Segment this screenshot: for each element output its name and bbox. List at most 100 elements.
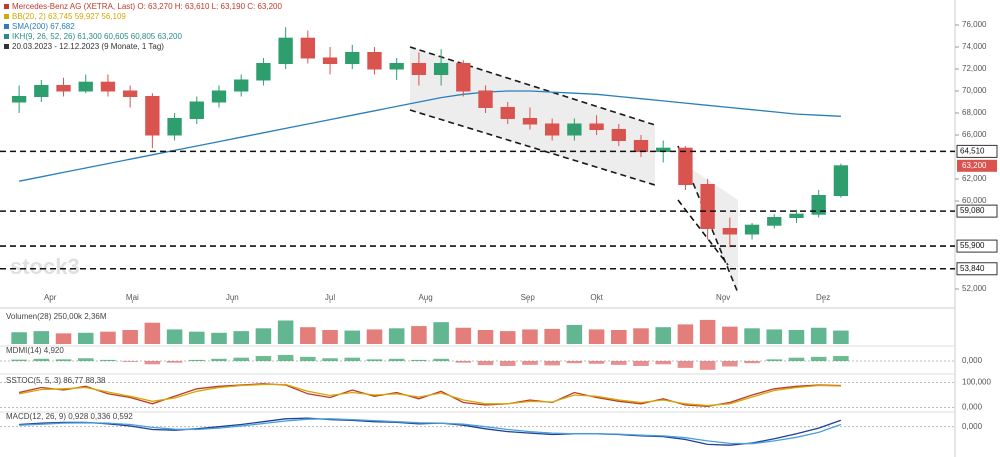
candle-body (611, 128, 626, 141)
bar (55, 359, 72, 361)
y-tick-label: 52,000 (962, 284, 987, 293)
bar (277, 320, 294, 344)
candle-body (767, 216, 782, 226)
bar (766, 329, 783, 344)
candle-body (322, 57, 338, 64)
bar (388, 328, 405, 344)
bar (633, 328, 649, 344)
bar (788, 357, 805, 361)
candle-body (433, 62, 449, 75)
bar (388, 358, 405, 361)
legend-swatch (4, 34, 9, 39)
bar (433, 358, 449, 361)
bar (566, 324, 583, 344)
candle-body (167, 117, 182, 136)
trend-line (677, 145, 739, 294)
legend-entry: Mercedes-Benz AG (XETRA, Last) O: 63,270… (12, 2, 282, 11)
bar (166, 329, 183, 344)
trend-line (409, 46, 656, 126)
candle-body (833, 165, 849, 196)
bar (211, 332, 227, 344)
channel-shade (410, 47, 655, 185)
series-line (18, 383, 841, 407)
bar (588, 361, 605, 364)
legend-entry: SMA(200) 67,682 (12, 22, 75, 31)
candle-body (700, 183, 715, 229)
candle-body (211, 90, 227, 103)
candle-body (122, 90, 138, 97)
bar (833, 356, 849, 361)
y-tick-label: 0,000 (962, 403, 983, 412)
last-price-box (957, 159, 997, 172)
legend-swatch (4, 24, 9, 29)
bar (411, 326, 427, 344)
x-tick-label: Mai (126, 293, 139, 302)
bar (211, 358, 227, 361)
candle-body (811, 194, 826, 215)
bar (11, 332, 27, 344)
bar (255, 328, 272, 344)
bar (55, 333, 72, 344)
y-tick-label: 70,000 (962, 86, 987, 95)
bar (344, 330, 361, 344)
last-price-label: 63,200 (962, 161, 987, 170)
candle-body (11, 95, 27, 103)
bar (255, 356, 272, 361)
y-tick-label: 62,000 (962, 174, 987, 183)
candle-body (234, 79, 249, 92)
series-line (19, 418, 842, 445)
bar (100, 359, 116, 361)
bar (655, 327, 671, 344)
bar (189, 331, 205, 344)
bar (411, 359, 427, 361)
candle-body (256, 62, 271, 81)
bar (33, 331, 50, 344)
candle-body (345, 51, 360, 64)
bar (11, 359, 27, 361)
y-tick-label: 74,000 (962, 42, 987, 51)
trend-line (677, 199, 729, 266)
bar (344, 357, 361, 361)
level-label: 55,900 (960, 241, 985, 250)
bar (322, 358, 338, 361)
bar (633, 361, 649, 366)
bar (455, 327, 472, 344)
candle-body (544, 123, 560, 136)
candle-body (789, 213, 804, 218)
level-label-box (956, 144, 998, 158)
bar (100, 331, 116, 344)
watermark: stock3 (10, 254, 80, 279)
bar (699, 361, 716, 370)
bar (77, 358, 94, 361)
x-tick-label: Nov (716, 293, 730, 302)
y-tick-label: 60,000 (962, 196, 987, 205)
bar (788, 330, 805, 344)
legend-entry: BB(20, 2) 63,745 59,927 56,109 (12, 12, 126, 21)
candle-body (633, 139, 649, 152)
candle-body (278, 37, 293, 64)
panel-title: Volumen(28) 250,00k 2,36M (6, 312, 107, 321)
bar (677, 324, 694, 344)
y-tick-label: 76,000 (962, 20, 987, 29)
x-tick-label: Okt (590, 293, 603, 302)
bar (499, 331, 516, 344)
candle-body (722, 227, 738, 235)
bar (366, 359, 383, 361)
bar (189, 359, 205, 361)
series-line (18, 90, 841, 182)
legend-entry: 20.03.2023 - 12.12.2023 (9 Monate, 1 Tag… (12, 42, 164, 51)
candle-body (100, 81, 116, 92)
bar (122, 361, 138, 362)
level-label-box (956, 262, 998, 276)
bar (144, 361, 161, 365)
panel-title: MDMI(14) 4,920 (6, 346, 64, 355)
bar (366, 329, 383, 344)
legend-swatch (4, 4, 9, 9)
bar (766, 359, 783, 361)
candle-body (145, 95, 160, 136)
candle-body (78, 81, 93, 92)
candle-body (389, 62, 404, 70)
trend-lines (409, 46, 739, 294)
level-label-box (956, 204, 998, 218)
